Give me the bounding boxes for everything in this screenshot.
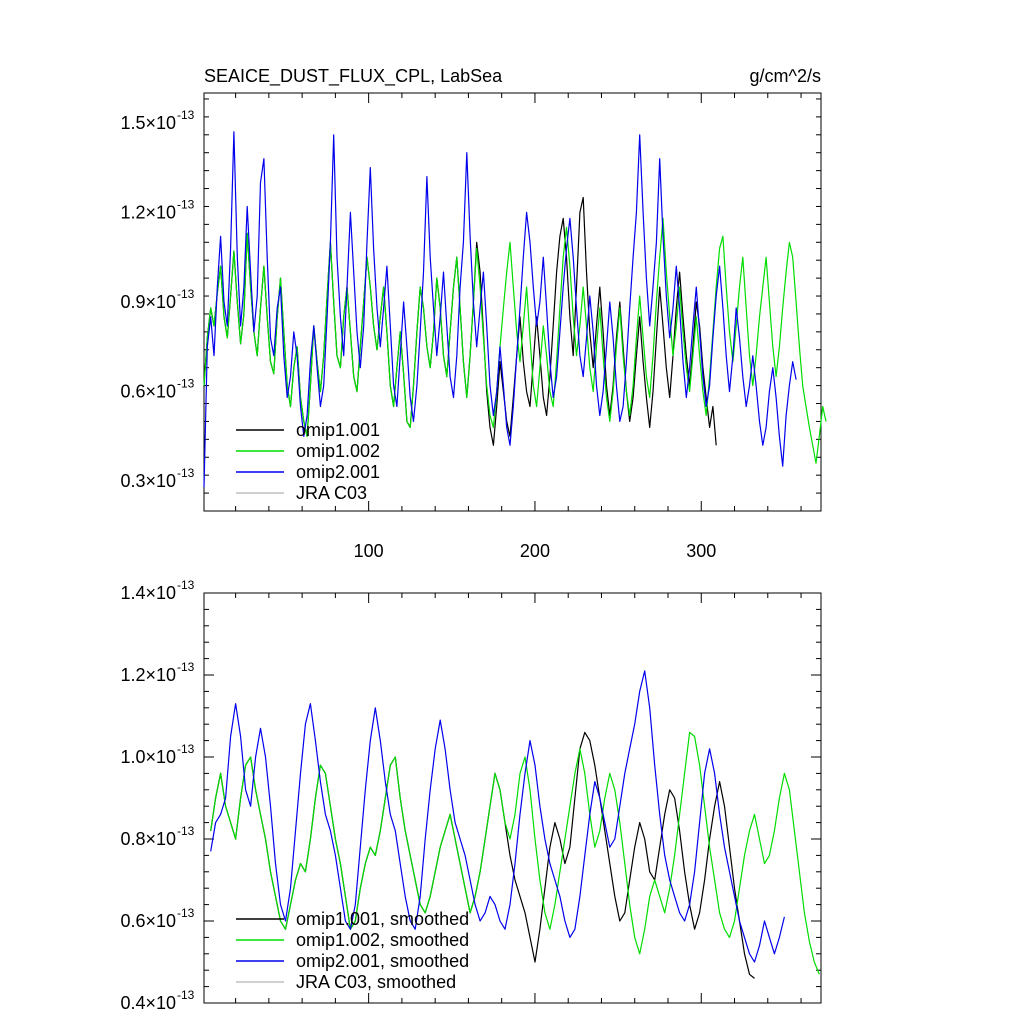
y-tick-exponent: -13 <box>177 906 195 920</box>
y-tick-label: 0.8×10 <box>120 829 176 849</box>
y-tick-exponent: -13 <box>177 466 195 480</box>
plot-frame <box>203 592 822 1004</box>
y-tick-label: 1.4×10 <box>120 583 176 603</box>
y-tick-label: 0.6×10 <box>120 382 176 402</box>
legend-label: omip2.001, smoothed <box>296 951 469 971</box>
series-lines <box>210 670 820 979</box>
top-panel: SEAICE_DUST_FLUX_CPL, LabSea g/cm^2/s 10… <box>120 66 827 561</box>
y-tick-exponent: -13 <box>177 108 195 122</box>
y-tick-label: 1.2×10 <box>120 665 176 685</box>
x-tick-label: 100 <box>354 541 384 561</box>
legend-label: omip1.002 <box>296 441 380 461</box>
y-tick-exponent: -13 <box>177 742 195 756</box>
series-line <box>203 131 797 488</box>
units-label: g/cm^2/s <box>750 66 821 86</box>
y-tick-label: 1.0×10 <box>120 747 176 767</box>
legend-label: omip1.001, smoothed <box>296 909 469 929</box>
y-tick-label: 0.9×10 <box>120 292 176 312</box>
legend-label: omip2.001 <box>296 462 380 482</box>
series-line <box>203 196 717 446</box>
y-tick-exponent: -13 <box>177 197 195 211</box>
series-line <box>210 670 785 963</box>
x-tick-label: 200 <box>520 541 550 561</box>
legend-label: omip1.002, smoothed <box>296 930 469 950</box>
axis-tick-labels: 0.4×10 -130.6×10 -130.8×10 -131.0×10 -131.2×… <box>120 578 194 1013</box>
y-tick-label: 0.4×10 <box>120 993 176 1013</box>
series-line <box>210 731 820 975</box>
chart-title: SEAICE_DUST_FLUX_CPL, LabSea <box>204 66 503 87</box>
x-tick-label: 300 <box>686 541 716 561</box>
series-line <box>203 217 827 464</box>
y-tick-exponent: -13 <box>177 578 195 592</box>
y-tick-label: 1.5×10 <box>120 113 176 133</box>
legend-label: JRA C03 <box>296 483 367 503</box>
axis-ticks <box>204 592 821 1004</box>
series-lines <box>203 131 827 488</box>
y-tick-label: 1.2×10 <box>120 202 176 222</box>
y-tick-exponent: -13 <box>177 824 195 838</box>
axis-ticks <box>204 93 821 512</box>
legend-label: JRA C03, smoothed <box>296 972 456 992</box>
bottom-panel: 0.4×10 -130.6×10 -130.8×10 -131.0×10 -131.2×… <box>120 578 822 1013</box>
legend-label: omip1.001 <box>296 420 380 440</box>
plot-frame <box>203 92 822 512</box>
y-tick-exponent: -13 <box>177 287 195 301</box>
y-tick-label: 0.6×10 <box>120 911 176 931</box>
y-tick-exponent: -13 <box>177 377 195 391</box>
y-tick-exponent: -13 <box>177 988 195 1002</box>
y-tick-label: 0.3×10 <box>120 471 176 491</box>
y-tick-exponent: -13 <box>177 660 195 674</box>
